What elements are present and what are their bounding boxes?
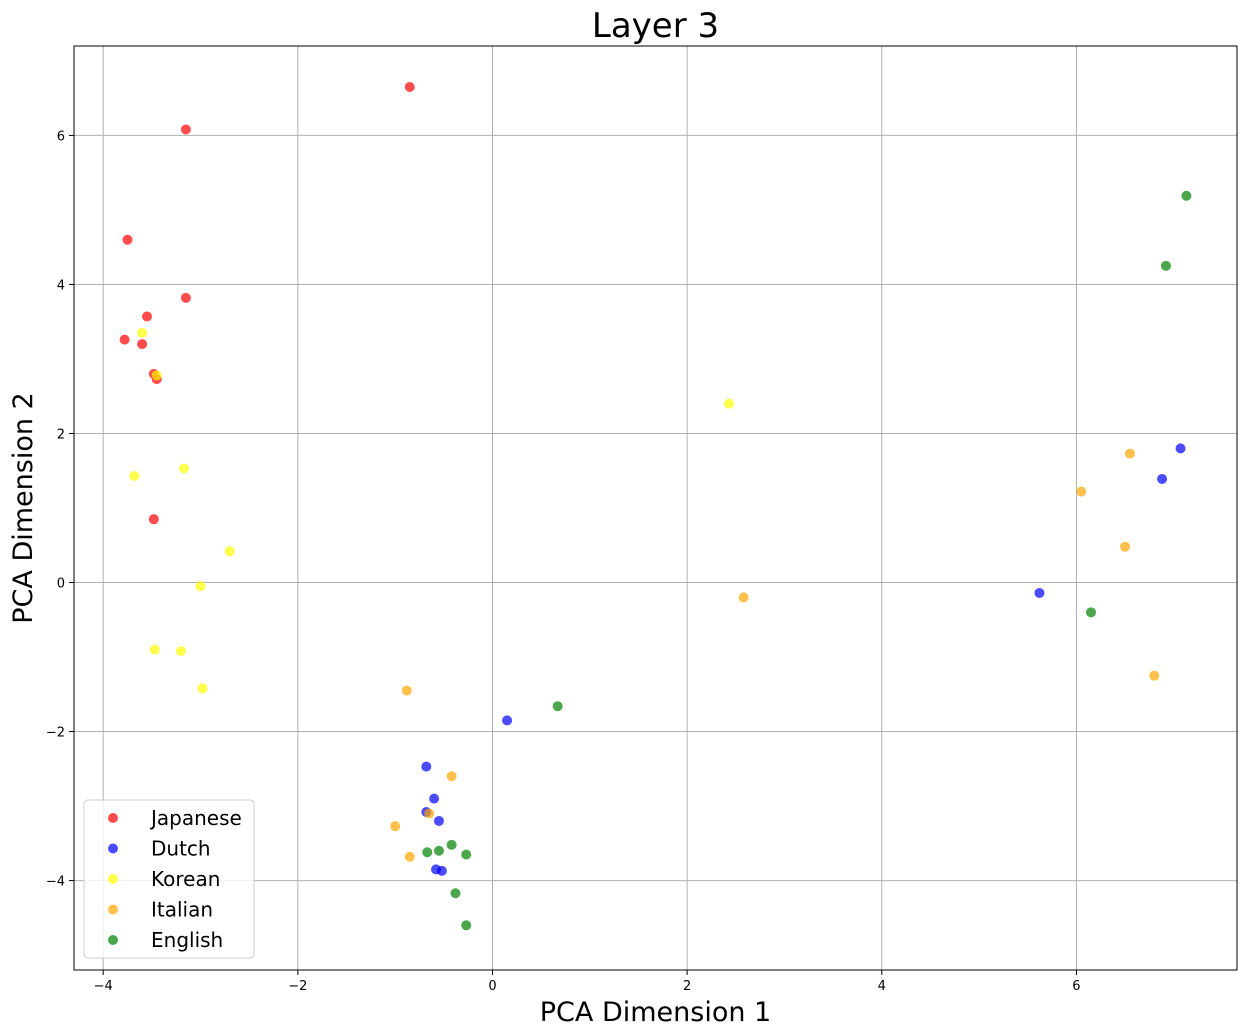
legend-label-dutch: Dutch — [151, 837, 211, 861]
data-point-korean — [224, 546, 235, 557]
data-point-korean — [195, 581, 206, 592]
data-point-korean — [197, 683, 208, 694]
data-point-japanese — [180, 292, 191, 303]
data-point-korean — [178, 463, 189, 474]
data-point-dutch — [1157, 473, 1168, 484]
data-point-japanese — [119, 334, 130, 345]
data-point-english — [552, 701, 563, 712]
legend-label-korean: Korean — [151, 867, 220, 891]
data-point-english — [1086, 607, 1097, 618]
x-tick-label: 0 — [488, 979, 496, 994]
x-tick-label: −2 — [288, 979, 307, 994]
data-point-dutch — [421, 761, 432, 772]
data-point-italian — [401, 685, 412, 696]
legend-label-japanese: Japanese — [149, 806, 242, 830]
x-tick-label: 2 — [683, 979, 691, 994]
data-point-italian — [424, 808, 435, 819]
data-point-korean — [723, 398, 734, 409]
data-point-korean — [151, 370, 162, 381]
data-point-english — [461, 849, 472, 860]
x-axis-label: PCA Dimension 1 — [540, 997, 771, 1028]
data-point-italian — [1149, 670, 1160, 681]
data-point-japanese — [148, 514, 159, 525]
data-point-japanese — [137, 339, 148, 350]
data-point-dutch — [1034, 587, 1045, 598]
legend-marker-korean — [108, 874, 118, 884]
data-point-dutch — [429, 793, 440, 804]
data-point-english — [450, 888, 461, 899]
chart-title: Layer 3 — [592, 6, 719, 46]
data-point-dutch — [436, 865, 447, 876]
data-point-dutch — [1175, 443, 1186, 454]
legend-marker-japanese — [108, 813, 118, 823]
axis-ticks: −4 −2 0 2 4 6 −4 −2 0 2 4 6 — [46, 129, 1081, 994]
data-point-italian — [404, 851, 415, 862]
data-point-japanese — [180, 124, 191, 135]
y-tick-label: 6 — [57, 129, 65, 144]
data-point-dutch — [433, 815, 444, 826]
x-tick-label: 4 — [878, 979, 886, 994]
data-point-korean — [176, 646, 187, 657]
grid-lines — [74, 46, 1237, 970]
data-point-italian — [1120, 541, 1131, 552]
legend-label-english: English — [151, 928, 223, 952]
legend: Japanese Dutch Korean Italian English — [83, 799, 255, 959]
legend-marker-english — [108, 935, 118, 945]
legend-marker-dutch — [108, 843, 118, 854]
data-point-korean — [137, 327, 148, 338]
data-point-italian — [390, 821, 401, 832]
data-point-italian — [738, 592, 749, 603]
data-point-japanese — [122, 234, 133, 245]
x-tick-label: 6 — [1072, 979, 1080, 994]
data-point-dutch — [502, 715, 513, 726]
plot-frame — [73, 45, 1238, 971]
data-point-japanese — [404, 81, 415, 92]
data-point-english — [433, 845, 444, 856]
y-tick-label: −4 — [46, 875, 65, 890]
y-tick-label: 4 — [57, 278, 65, 293]
data-point-korean — [149, 644, 160, 655]
legend-label-italian: Italian — [151, 898, 213, 922]
data-point-english — [461, 920, 472, 931]
legend-marker-italian — [108, 904, 118, 915]
data-point-english — [422, 847, 433, 858]
y-axis-label: PCA Dimension 2 — [8, 392, 39, 623]
data-point-italian — [1124, 448, 1135, 459]
data-point-japanese — [141, 311, 152, 322]
legend-box — [83, 799, 255, 959]
data-point-italian — [446, 771, 457, 782]
data-points — [119, 81, 1192, 931]
y-tick-label: 2 — [57, 427, 65, 442]
x-tick-label: −4 — [94, 979, 113, 994]
y-tick-label: 0 — [57, 577, 65, 592]
data-point-english — [1160, 260, 1171, 271]
data-point-english — [446, 839, 457, 850]
data-point-korean — [129, 470, 140, 481]
y-tick-label: −2 — [46, 726, 65, 741]
data-point-english — [1181, 190, 1192, 201]
data-point-italian — [1076, 486, 1087, 497]
